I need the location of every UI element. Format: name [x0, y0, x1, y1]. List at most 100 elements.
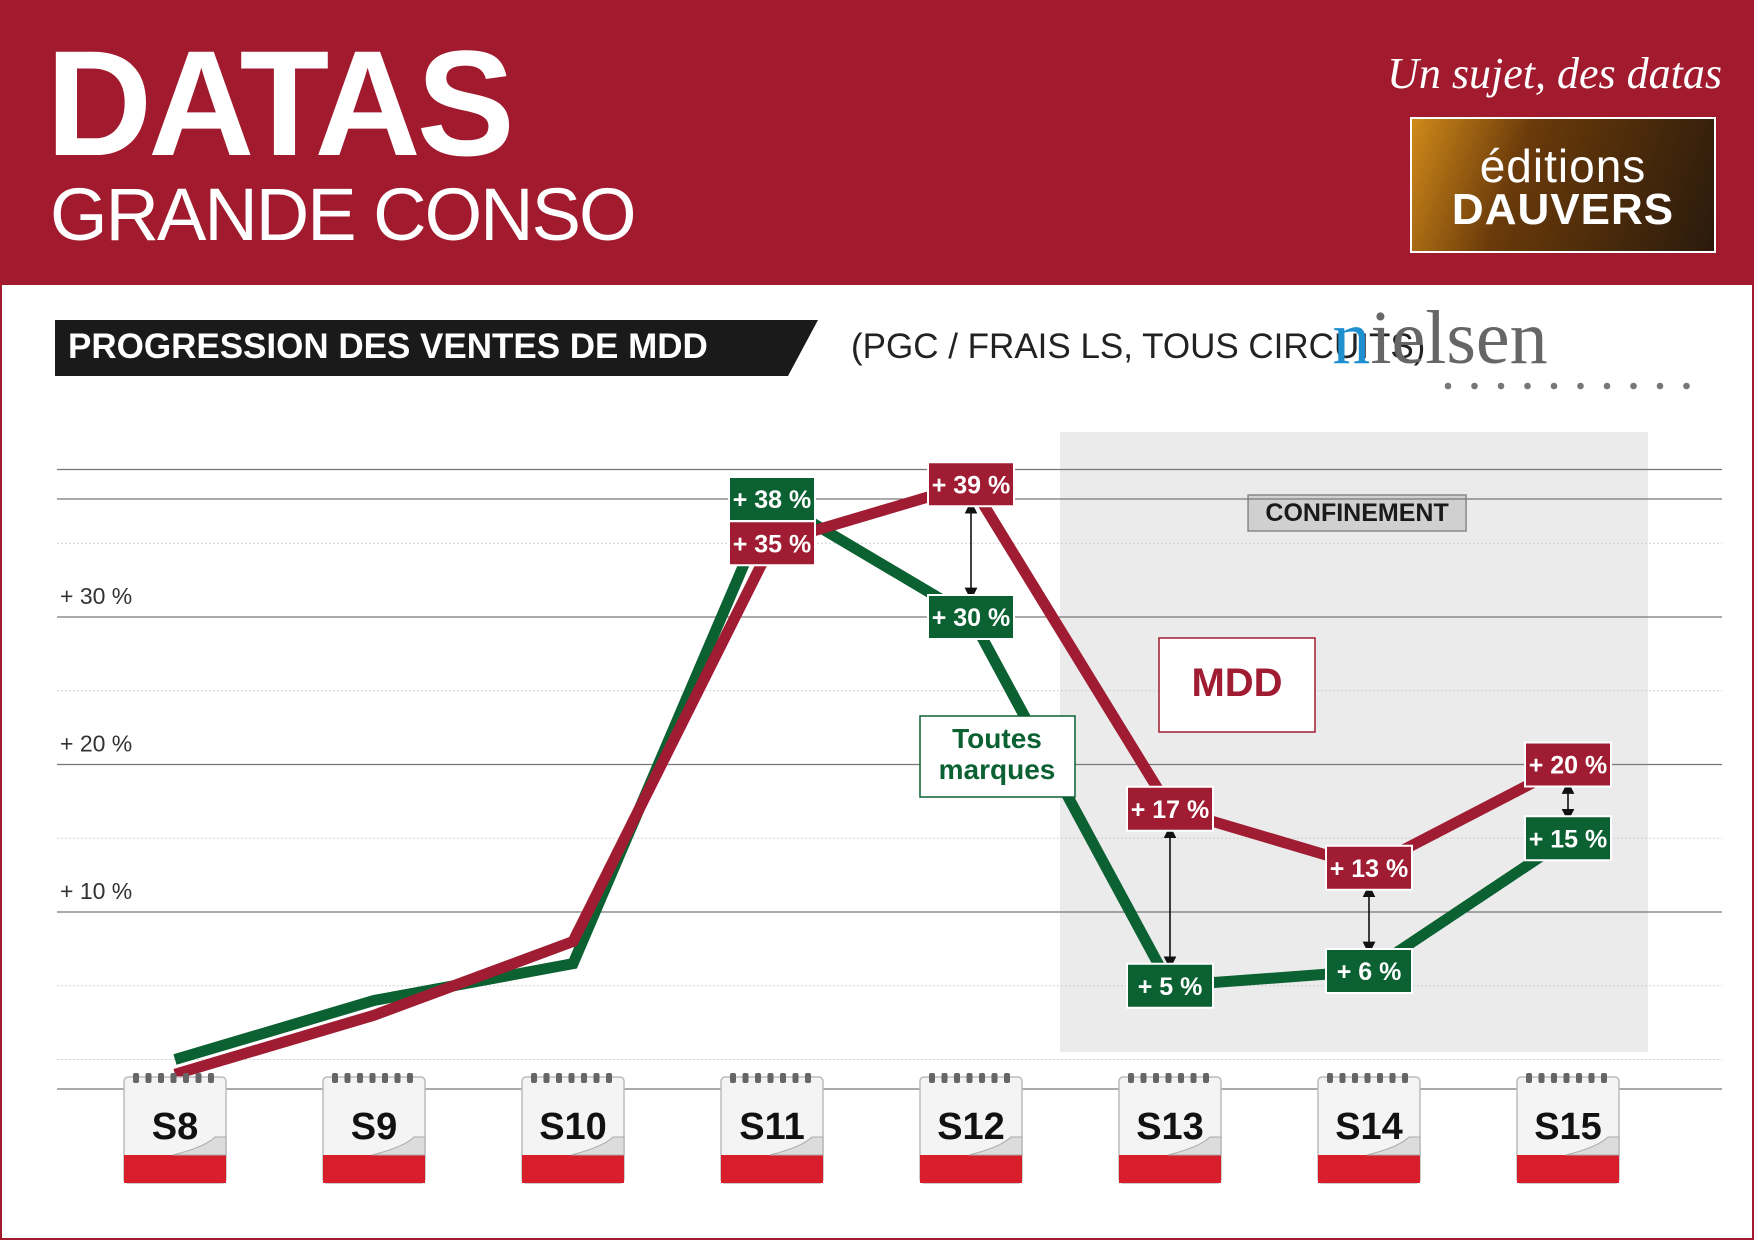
- data-label-box: [728, 520, 816, 567]
- data-label-toutes-marques: + 5 %: [1126, 962, 1214, 1009]
- data-label-box: [1524, 815, 1612, 862]
- calendar-footer: [522, 1155, 624, 1183]
- x-tick-label: S15: [1534, 1106, 1602, 1148]
- calendar-ring: [581, 1073, 587, 1083]
- calendar-ring: [1389, 1073, 1396, 1083]
- legend-toutes-marques-word: Toutes: [952, 723, 1042, 754]
- data-label-box: [927, 461, 1015, 508]
- data-label-mdd: + 35 %: [728, 520, 816, 567]
- calendar-ring: [1563, 1073, 1570, 1083]
- y-axis-tick-labels: + 10 % + 20 % + 30 %: [60, 583, 132, 904]
- calendar-ring: [195, 1073, 202, 1083]
- legend-toutes-marques: Toutes marques: [919, 715, 1076, 798]
- calendar-ring: [1165, 1073, 1172, 1083]
- calendar-page-curl: [1167, 1136, 1222, 1156]
- calendar-ring: [170, 1073, 177, 1083]
- data-label-text: + 6 %: [1337, 958, 1402, 986]
- calendar-ring: [531, 1073, 537, 1083]
- data-label-toutes-marques: + 15 %: [1524, 815, 1612, 862]
- x-tick-label: S8: [152, 1106, 198, 1148]
- y-tick-label: + 20 %: [60, 731, 132, 757]
- calendar-ring: [991, 1073, 998, 1083]
- calendar-ring: [755, 1073, 761, 1083]
- nielsen-logo-rest: ielsen: [1370, 296, 1547, 380]
- data-label-box: [1325, 844, 1413, 891]
- x-tick-label: S11: [739, 1106, 805, 1148]
- calendar-ring: [1339, 1073, 1346, 1083]
- x-axis-calendars: S8 S9 S10 S11 S12 S13 S14 S15: [123, 1073, 1620, 1184]
- legend-mdd-box: [1158, 637, 1316, 733]
- calendar-page-curl: [570, 1136, 625, 1156]
- y-tick-label: + 10 %: [60, 878, 132, 904]
- chart-title-banner: [55, 320, 818, 376]
- calendar-icon: S12: [919, 1073, 1023, 1184]
- data-label-box: [1126, 962, 1214, 1009]
- calendar-ring: [606, 1073, 612, 1083]
- calendar-icon: S14: [1317, 1073, 1421, 1184]
- publisher-logo-line2: DAUVERS: [1451, 185, 1675, 234]
- calendar-ring: [805, 1073, 811, 1083]
- x-tick-label: S12: [937, 1106, 1005, 1148]
- nielsen-dot: [1471, 382, 1478, 390]
- nielsen-dot: [1444, 382, 1452, 390]
- data-label-box: [1524, 741, 1612, 788]
- calendar-ring: [941, 1073, 948, 1083]
- data-label-box: [1126, 785, 1214, 832]
- nielsen-logo-text: nielsen: [1332, 296, 1547, 380]
- x-tick-label: S14: [1335, 1106, 1403, 1148]
- tagline: Un sujet, des datas: [1387, 49, 1722, 98]
- calendar-ring: [742, 1073, 749, 1083]
- publisher-logo-line1: éditions: [1479, 140, 1647, 192]
- data-label-text: + 13 %: [1330, 855, 1409, 883]
- calendar-ring: [979, 1073, 985, 1083]
- calendar-ring: [1601, 1073, 1607, 1083]
- calendar-ring: [133, 1073, 139, 1083]
- nielsen-logo: nielsen: [1332, 296, 1690, 390]
- data-label-text: + 39 %: [932, 471, 1011, 499]
- calendar-ring: [556, 1073, 562, 1083]
- data-label-mdd: + 20 %: [1524, 741, 1612, 788]
- calendar-ring: [183, 1073, 189, 1083]
- legend-mdd: MDD: [1158, 637, 1316, 733]
- data-label-toutes-marques: + 6 %: [1325, 948, 1413, 994]
- data-labels: + 38 % + 30 % + 5 % + 6 % + 15 % + 35 % + 39 %…: [728, 461, 1612, 1009]
- brand-subtitle: GRANDE CONSO: [50, 173, 637, 256]
- nielsen-dot: [1603, 382, 1611, 390]
- data-label-text: + 15 %: [1529, 825, 1608, 853]
- calendar-ring: [929, 1073, 935, 1083]
- calendar-ring: [792, 1073, 799, 1083]
- calendar-ring: [1140, 1073, 1147, 1083]
- legend-mdd-label: MDD: [1191, 661, 1282, 705]
- x-tick-label: S10: [539, 1106, 607, 1148]
- calendar-ring: [344, 1073, 351, 1083]
- nielsen-dot: [1683, 382, 1690, 390]
- chart-subtitle: (PGC / FRAIS LS, TOUS CIRCUITS): [851, 327, 1425, 366]
- calendar-icon: S13: [1118, 1073, 1222, 1184]
- calendar-ring: [1526, 1073, 1532, 1083]
- data-label-mdd: + 39 %: [927, 461, 1015, 508]
- nielsen-logo-n: n: [1332, 296, 1370, 380]
- legend-toutes-marques-box: [919, 715, 1076, 798]
- grid-lines: [57, 468, 1722, 1090]
- calendar-ring: [1538, 1073, 1545, 1083]
- calendar-page-curl: [1565, 1136, 1620, 1156]
- calendar-ring: [1004, 1073, 1010, 1083]
- calendar-ring: [369, 1073, 376, 1083]
- confinement-label: CONFINEMENT: [1265, 499, 1448, 527]
- calendar-ring: [780, 1073, 786, 1083]
- data-label-toutes-marques: + 30 %: [927, 594, 1015, 640]
- calendar-footer: [124, 1155, 226, 1183]
- calendar-footer: [323, 1155, 425, 1183]
- data-label-text: + 38 %: [733, 486, 812, 514]
- calendar-ring: [145, 1073, 152, 1083]
- calendar-ring: [382, 1073, 388, 1083]
- data-label-text: + 30 %: [932, 604, 1011, 632]
- calendar-ring: [407, 1073, 413, 1083]
- calendar-ring: [1352, 1073, 1358, 1083]
- calendar-ring: [357, 1073, 363, 1083]
- calendar-ring: [1402, 1073, 1408, 1083]
- calendar-page-curl: [769, 1136, 824, 1156]
- y-tick-label: + 30 %: [60, 583, 132, 609]
- data-label-text: + 5 %: [1138, 973, 1203, 1001]
